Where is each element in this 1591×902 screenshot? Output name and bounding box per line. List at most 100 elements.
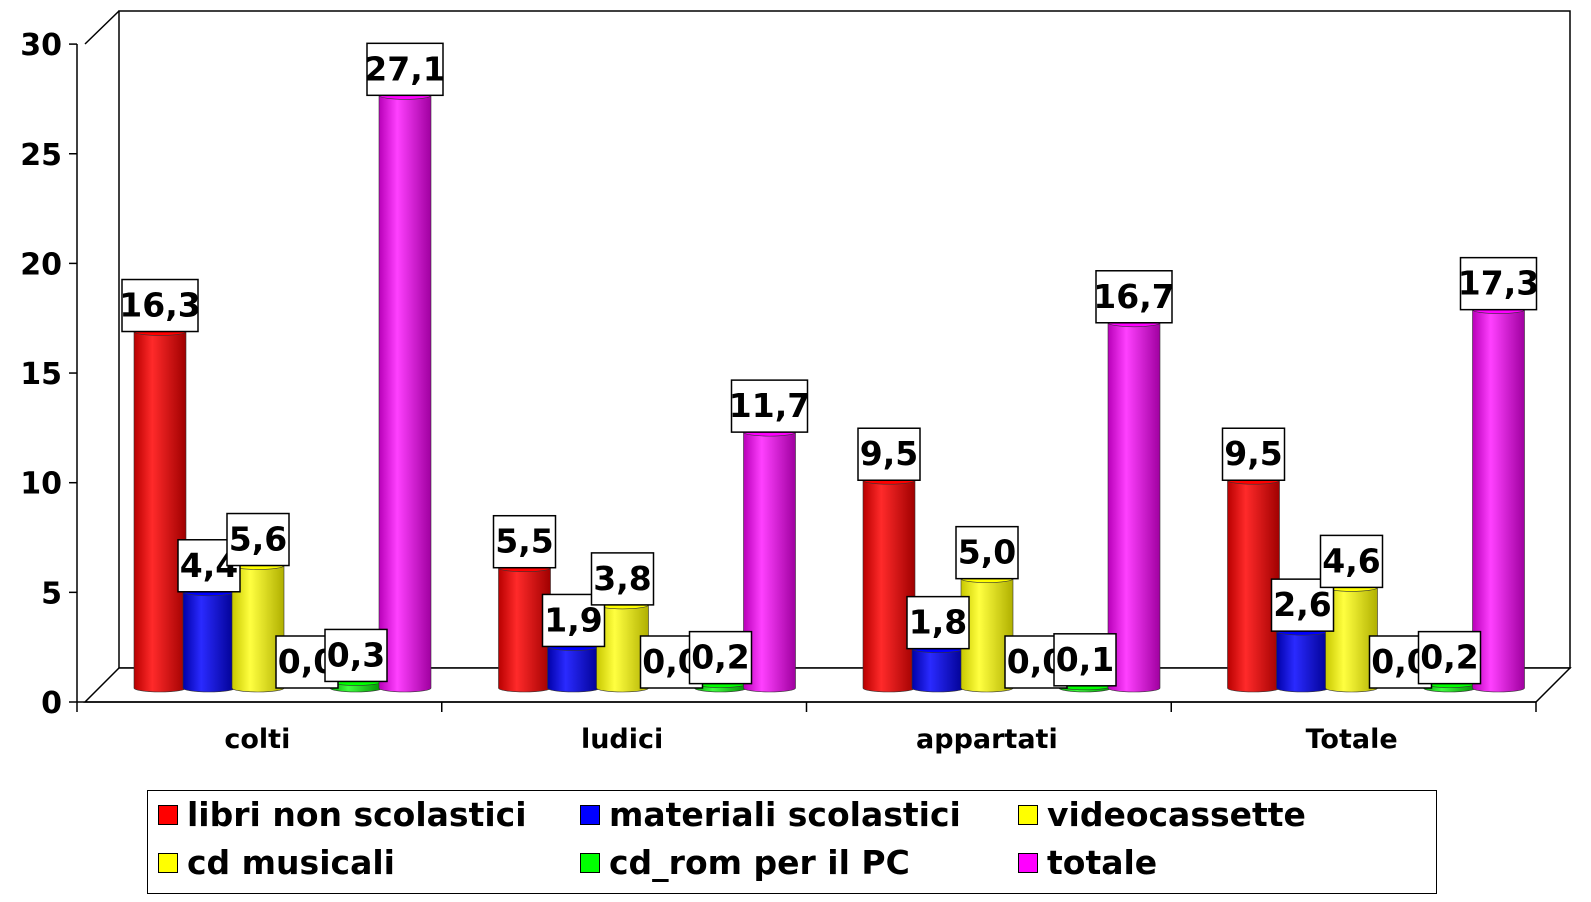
data-label-box [1095, 270, 1173, 324]
data-label-text: 17,3 [1458, 264, 1539, 303]
x-axis-categories: colti ludici appartati Totale [76, 702, 1537, 755]
data-label-box [730, 379, 809, 433]
data-label: 16,3 [119, 278, 201, 333]
legend-item: cd musicali [158, 843, 395, 882]
data-label: 0,2 [688, 630, 753, 685]
data-label: 11,7 [729, 379, 810, 433]
data-label: 1,8 [906, 595, 970, 650]
legend-swatch [580, 852, 600, 873]
legend-item: materiali scolastici [580, 795, 961, 834]
data-label: 16,7 [1093, 270, 1175, 324]
data-label-box [590, 552, 655, 606]
bar [378, 95, 432, 693]
legend-item: totale [1018, 843, 1157, 882]
data-label-box [366, 42, 444, 97]
data-label-text: 16,7 [1093, 277, 1174, 316]
data-label: 27,1 [364, 42, 446, 97]
data-label-text: 0,1 [1056, 640, 1114, 679]
bar [182, 591, 236, 693]
data-label-text: 0,3 [327, 635, 385, 674]
legend-label: libri non scolastici [187, 795, 527, 834]
data-label-text: 11,7 [729, 386, 810, 425]
x-category-label: colti [224, 724, 290, 755]
data-label-text: 5,5 [495, 522, 553, 561]
data-label-text: 0,2 [1420, 638, 1478, 677]
data-label: 0,1 [1053, 633, 1117, 687]
data-label-box [1053, 633, 1117, 687]
data-label: 4,6 [1319, 534, 1384, 589]
legend-swatch [1018, 804, 1038, 825]
legend-label: materiali scolastici [609, 795, 961, 834]
legend-swatch [158, 852, 178, 873]
data-label-text: 1,8 [909, 603, 967, 642]
bar [1276, 630, 1329, 693]
bar [1107, 322, 1161, 693]
data-label: 9,5 [857, 427, 921, 481]
data-label-text: 3,8 [593, 559, 651, 598]
data-label: 2,6 [1270, 578, 1335, 632]
data-label-text: 5,0 [958, 533, 1016, 572]
data-label-text: 1,9 [544, 600, 602, 639]
bar [1472, 309, 1525, 693]
y-tick-label: 10 [20, 467, 62, 502]
data-label: 5,5 [492, 514, 557, 569]
bar [911, 648, 965, 693]
data-label-box [492, 514, 557, 569]
data-label: 3,8 [590, 552, 655, 606]
legend: libri non scolastici materiali scolastici… [147, 790, 1437, 894]
y-axis: 0 5 10 15 20 25 30 [20, 28, 77, 721]
data-label-box [1221, 427, 1286, 481]
data-label-text: 2,6 [1273, 585, 1331, 624]
y-tick-label: 5 [41, 576, 62, 611]
legend-item: libri non scolastici [158, 795, 527, 834]
y-tick-label: 25 [20, 138, 62, 173]
x-category-label: Totale [1306, 724, 1398, 755]
data-label-text: 27,1 [364, 49, 445, 88]
y-tick-label: 30 [20, 28, 62, 63]
data-label-box [1417, 630, 1482, 685]
bar [743, 431, 796, 693]
data-label-text: 16,3 [119, 286, 200, 325]
bar [133, 331, 187, 693]
data-label: 0,2 [1417, 630, 1482, 685]
legend-swatch [158, 804, 178, 825]
data-label-box [121, 278, 199, 333]
left-wall-top [84, 10, 120, 45]
y-tick-label: 20 [20, 247, 62, 282]
data-label-box [1459, 256, 1538, 311]
data-label-box [857, 427, 921, 481]
legend-item: videocassette [1018, 795, 1306, 834]
legend-swatch [580, 804, 600, 825]
x-category-label: ludici [581, 724, 663, 755]
data-label-box [226, 512, 290, 567]
data-label-text: 0,2 [691, 638, 749, 677]
data-label-text: 4,6 [1322, 541, 1380, 580]
data-label: 17,3 [1458, 256, 1539, 311]
data-label-box [688, 630, 753, 685]
legend-label: totale [1047, 843, 1158, 882]
data-label-box [906, 595, 970, 650]
legend-label: videocassette [1047, 795, 1306, 834]
legend-item: cd_rom per il PC [580, 843, 910, 882]
y-tick-label: 0 [41, 686, 62, 721]
data-label-text: 9,5 [1224, 434, 1282, 473]
legend-label: cd_rom per il PC [609, 843, 910, 882]
data-label-box [1319, 534, 1384, 589]
data-label-text: 5,6 [229, 520, 287, 559]
data-labels: 16,34,45,60,00,327,15,51,93,80,00,211,79… [119, 42, 1539, 689]
bars [133, 91, 1525, 693]
legend-swatch [1018, 852, 1038, 873]
data-label-box [324, 628, 388, 683]
legend-label: cd musicali [187, 843, 395, 882]
data-label: 9,5 [1221, 427, 1286, 481]
data-label-text: 9,5 [860, 434, 918, 473]
data-label: 5,0 [955, 525, 1019, 580]
data-label-box [955, 525, 1019, 580]
y-tick-label: 15 [20, 357, 62, 392]
x-category-label: appartati [916, 724, 1058, 755]
data-label: 0,3 [324, 628, 388, 683]
data-label: 5,6 [226, 512, 290, 567]
bar [862, 479, 916, 693]
bar [547, 646, 600, 693]
